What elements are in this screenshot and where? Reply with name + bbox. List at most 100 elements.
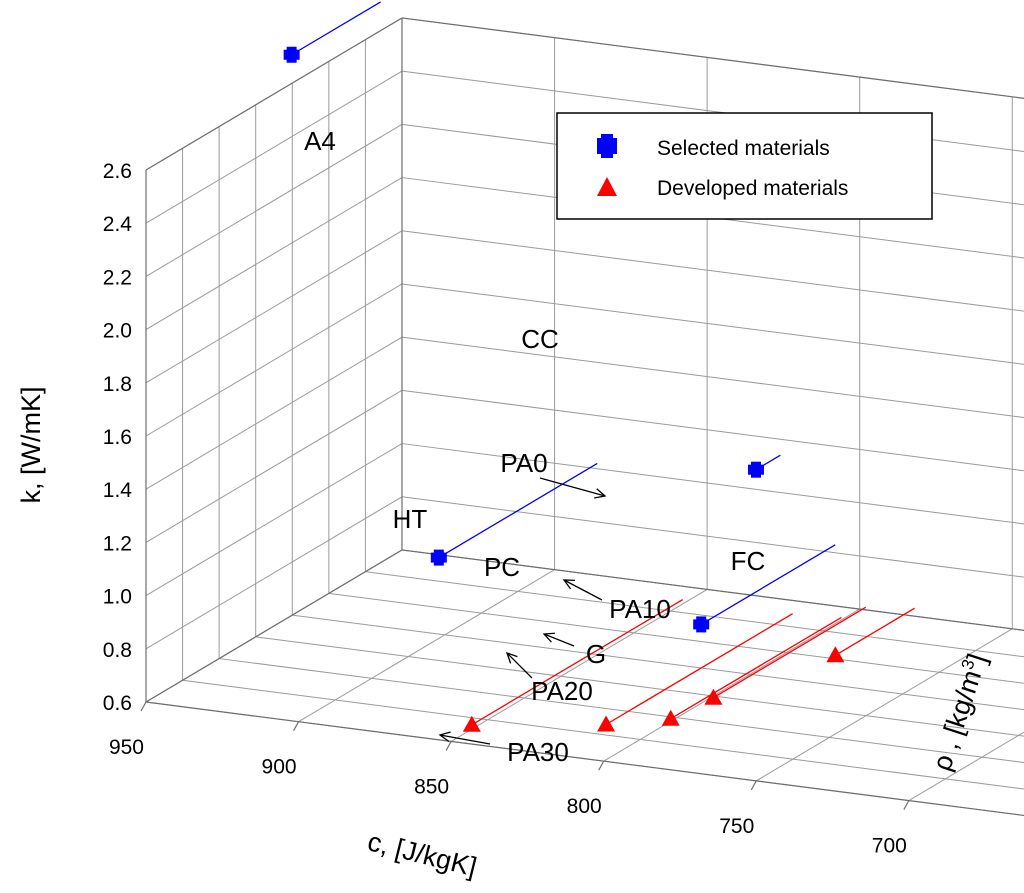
rho-gridline-floor: [365, 571, 1024, 658]
label-arrow: [506, 652, 533, 679]
rho-gridline-floor: [182, 679, 1024, 790]
c-tick-label: 750: [719, 815, 754, 838]
rho-gridline-floor: [292, 614, 1024, 711]
point-cross-v: [696, 616, 707, 633]
k-gridline-left-wall: [145, 389, 403, 543]
selected-point: [430, 549, 447, 566]
k-gridline-back-wall: [401, 389, 1024, 472]
point-label: FC: [731, 546, 766, 576]
k-gridline-back-wall: [401, 230, 1024, 312]
grid: [140, 17, 1024, 817]
k-gridline-back-wall: [401, 496, 1024, 578]
tick-labels: 0.6 0.8 1.0 1.2 1.4 1.6 1.8 2.0 2.2 2.4 2.6 950 900 8…: [103, 160, 907, 858]
k-tick-label: 1.0: [103, 586, 132, 609]
point-label: HT: [393, 504, 428, 534]
rho-axis-label: ρ , [kg/m3]: [926, 650, 993, 775]
drop-line: [291, 1, 381, 56]
c-tick-label: 900: [262, 756, 297, 779]
k-gridline-back-wall: [401, 283, 1024, 365]
rho-axis-label-main: ρ , [kg/m: [927, 666, 988, 774]
point-cross-v: [433, 549, 444, 566]
k-tick-label: 1.8: [103, 373, 132, 396]
box-edge: [145, 701, 1024, 817]
developed-point: [597, 715, 616, 732]
rho-gridline-floor: [219, 658, 1024, 764]
box-edge: [401, 549, 1024, 631]
legend: Selected materials Developed materials: [556, 112, 933, 220]
drop-line: [605, 613, 793, 726]
box-edge: [401, 17, 1024, 99]
c-tick-mark: [140, 701, 147, 712]
k-tick-label: 1.4: [103, 479, 133, 502]
legend-selected-marker: [597, 134, 617, 158]
k-gridline-back-wall: [401, 336, 1024, 419]
k-gridline-left-wall: [145, 230, 403, 384]
box-edge: [145, 549, 403, 703]
k-tick-label: 2.2: [103, 266, 132, 289]
k-tick-label: 2.6: [103, 160, 132, 183]
selected-point: [283, 46, 300, 63]
c-tick-label: 700: [872, 835, 907, 858]
c-tick-mark: [598, 760, 605, 771]
point-label: PC: [484, 552, 520, 582]
legend-box: [556, 112, 933, 220]
drop-line: [713, 606, 867, 699]
k-gridline-left-wall: [145, 283, 403, 437]
point-label: PA0: [500, 448, 547, 478]
selected-point: [693, 616, 710, 633]
legend-developed-marker: [597, 177, 617, 196]
c-gridline-floor: [908, 731, 1024, 802]
label-arrowhead: [562, 579, 576, 590]
k-tick-label: 1.6: [103, 426, 132, 449]
k-gridline-left-wall: [145, 496, 403, 650]
c-gridline-floor: [298, 569, 555, 723]
c-tick-label: 850: [414, 775, 449, 798]
drop-line: [438, 462, 598, 559]
developed-point: [462, 715, 481, 732]
k-tick-label: 0.6: [103, 692, 132, 715]
drop-line: [670, 616, 842, 720]
k-tick-label: 1.2: [103, 532, 132, 555]
point-label: PA30: [507, 737, 569, 767]
legend-selected-label: Selected materials: [657, 137, 830, 160]
point-label: CC: [521, 324, 559, 354]
c-axis-label: c, [J/kgK]: [365, 826, 480, 882]
label-arrow: [543, 633, 575, 647]
c-gridline-floor: [603, 608, 860, 762]
c-gridline-floor: [450, 588, 708, 742]
k-gridline-left-wall: [145, 336, 403, 490]
point-cross-v: [286, 46, 297, 63]
selected-point: [747, 461, 764, 478]
label-arrowhead: [594, 488, 607, 499]
drop-line: [471, 598, 684, 726]
label-arrow: [439, 734, 491, 745]
k-gridline-left-wall: [145, 443, 403, 597]
k-tick-label: 2.4: [103, 213, 133, 236]
developed-point: [661, 709, 680, 726]
drop-line: [835, 607, 915, 656]
c-tick-label: 800: [567, 795, 602, 818]
legend-developed-label: Developed materials: [657, 177, 848, 200]
point-label: G: [586, 639, 606, 669]
label-arrowhead: [438, 731, 451, 742]
label-arrowhead: [542, 632, 556, 643]
k-gridline-left-wall: [145, 123, 403, 277]
k-tick-label: 2.0: [103, 320, 132, 343]
c-gridline-floor: [756, 628, 1013, 782]
drop-line: [700, 544, 836, 625]
rho-gridline-floor: [328, 592, 1024, 684]
box-edge: [145, 17, 403, 171]
label-arrowhead: [505, 651, 518, 664]
point-label: A4: [304, 126, 336, 156]
k-gridline-back-wall: [401, 443, 1024, 525]
label-arrow: [539, 477, 606, 497]
rho-gridline-floor: [255, 636, 1024, 737]
k-tick-label: 0.8: [103, 639, 132, 662]
point-label: PA20: [531, 676, 593, 706]
label-arrow: [563, 579, 603, 601]
drop-lines: [291, 1, 915, 726]
c-tick-label: 950: [109, 736, 144, 759]
k-gridline-left-wall: [145, 70, 403, 224]
